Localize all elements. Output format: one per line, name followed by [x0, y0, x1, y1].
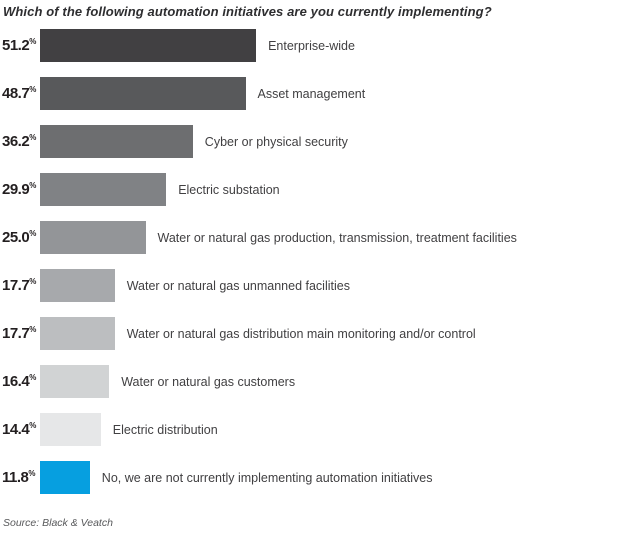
percent-sign: %: [29, 133, 37, 142]
bar: [40, 173, 167, 206]
bar-value-label: 36.2%: [2, 133, 37, 150]
bar-row: 36.2% Cyber or physical security: [2, 125, 624, 158]
bar: [40, 317, 115, 350]
bar: [40, 413, 101, 446]
bar-row: 14.4% Electric distribution: [2, 413, 624, 446]
bar: [40, 461, 90, 494]
bar-value-label: 17.7%: [2, 325, 37, 342]
bar-row: 29.9% Electric substation: [2, 173, 624, 206]
bar-category-label: Water or natural gas production, transmi…: [157, 230, 517, 245]
percent-sign: %: [29, 277, 37, 286]
bar-row: 17.7% Water or natural gas distribution m…: [2, 317, 624, 350]
percent-sign: %: [28, 469, 36, 478]
percent-sign: %: [29, 181, 37, 190]
bar-row: 17.7% Water or natural gas unmanned facil…: [2, 269, 624, 302]
bar-category-label: Enterprise-wide: [268, 38, 355, 53]
bar-category-label: Electric distribution: [112, 422, 218, 437]
bar-value-label: 29.9%: [2, 181, 37, 198]
bar-value-label: 51.2%: [2, 37, 37, 54]
percent-sign: %: [29, 229, 37, 238]
bar-value-label: 11.8%: [2, 469, 36, 486]
percent-sign: %: [29, 373, 37, 382]
bar-category-label: Water or natural gas distribution main m…: [126, 326, 476, 341]
bar-row: 25.0% Water or natural gas production, tr…: [2, 221, 624, 254]
bar-category-label: Water or natural gas customers: [121, 374, 296, 389]
percent-sign: %: [29, 85, 37, 94]
bar: [40, 269, 115, 302]
bar: [40, 221, 146, 254]
bar: [40, 29, 257, 62]
percent-sign: %: [29, 421, 37, 430]
source-credit: Source: Black & Veatch: [3, 517, 113, 529]
bar-value-label: 17.7%: [2, 277, 37, 294]
percent-sign: %: [29, 37, 37, 46]
bar-rows: 51.2% Enterprise-wide 48.7% Asset managemen…: [2, 29, 624, 494]
chart-title: Which of the following automation initia…: [3, 4, 492, 19]
bar-row: 11.8% No, we are not currently implementi…: [2, 461, 624, 494]
bar: [40, 365, 110, 398]
bar: [40, 77, 246, 110]
bar-value-label: 25.0%: [2, 229, 37, 246]
bar-category-label: No, we are not currently implementing au…: [101, 470, 433, 485]
bar-value-label: 48.7%: [2, 85, 37, 102]
bar-row: 48.7% Asset management: [2, 77, 624, 110]
bar-category-label: Electric substation: [178, 182, 280, 197]
bar: [40, 125, 193, 158]
bar-category-label: Cyber or physical security: [204, 134, 348, 149]
bar-category-label: Water or natural gas unmanned facilities: [126, 278, 350, 293]
bar-value-label: 16.4%: [2, 373, 37, 390]
bar-category-label: Asset management: [257, 86, 366, 101]
bar-value-label: 14.4%: [2, 421, 37, 438]
percent-sign: %: [29, 325, 37, 334]
bar-row: 16.4% Water or natural gas customers: [2, 365, 624, 398]
bar-row: 51.2% Enterprise-wide: [2, 29, 624, 62]
